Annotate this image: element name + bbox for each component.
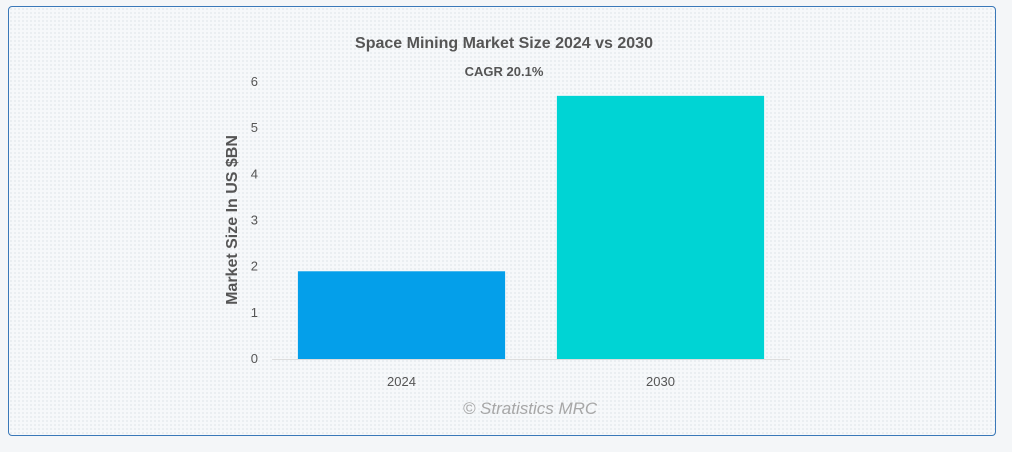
y-tick-label: 0 <box>251 351 258 366</box>
y-tick-label: 1 <box>251 305 258 320</box>
chart-subtitle: CAGR 20.1% <box>465 64 544 79</box>
y-tick-label: 6 <box>251 74 258 89</box>
watermark-text: © Stratistics MRC <box>463 399 598 418</box>
bar-2030 <box>556 95 765 359</box>
x-tick-label: 2024 <box>387 374 416 389</box>
y-tick-label: 3 <box>251 213 258 228</box>
bars <box>297 95 765 359</box>
y-tick-label: 2 <box>251 259 258 274</box>
y-axis-ticks: 0 1 2 3 4 5 6 <box>251 74 258 366</box>
bar-2024 <box>297 271 506 359</box>
x-tick-label: 2030 <box>646 374 675 389</box>
y-tick-label: 4 <box>251 166 258 181</box>
x-axis-ticks: 2024 2030 <box>387 374 675 389</box>
y-axis-label: Market Size In US $BN <box>224 135 241 305</box>
chart-title: Space Mining Market Size 2024 vs 2030 <box>355 35 653 52</box>
y-tick-label: 5 <box>251 120 258 135</box>
chart-container <box>8 6 996 436</box>
